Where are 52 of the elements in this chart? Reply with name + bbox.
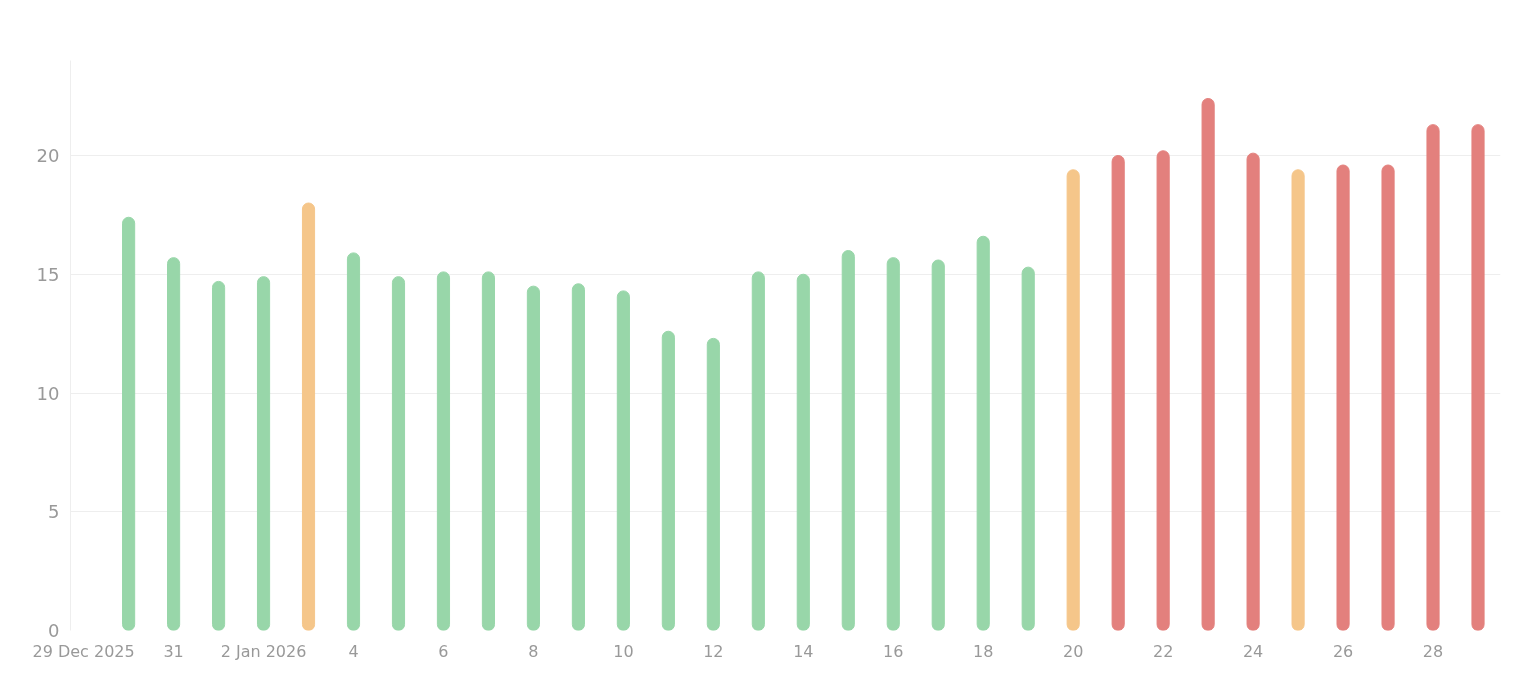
x-tick-label: 28 [1422,641,1444,661]
x-tick-label: 26 [1332,641,1354,661]
y-tick-label: 15 [36,263,60,285]
y-tick-label: 0 [48,620,60,641]
bar [481,271,496,631]
bar [1021,266,1035,631]
bar [841,250,855,631]
bar [1111,155,1125,631]
bar [1201,98,1215,631]
bar [1246,152,1260,631]
x-tick-label: 16 [883,641,904,661]
bar [391,276,406,631]
bar [526,285,540,631]
x-tick-label: 24 [1242,641,1264,661]
bar [436,271,451,631]
x-tick-label: 8 [528,641,539,661]
x-tick-label: 18 [973,641,994,661]
bar [1156,150,1170,631]
bar [1066,169,1080,631]
x-tick-label: 31 [163,641,184,661]
x-tick-label: 10 [613,641,634,661]
bar [796,273,810,631]
x-tick-label: 2 Jan 2026 [220,641,307,661]
bar [1471,124,1485,631]
bar [1426,124,1440,631]
bar [211,280,226,631]
bar [886,257,900,631]
bar [167,257,181,631]
bar [1291,169,1305,631]
bar [256,276,271,631]
x-tick-label: 14 [793,641,814,661]
bar [1381,164,1395,631]
x-tick-label: 4 [348,641,359,661]
x-tick-label: 22 [1152,641,1174,661]
bar [616,290,630,631]
bar [122,216,136,631]
bar [571,283,585,631]
x-tick-label: 12 [703,641,724,661]
bar [661,330,675,631]
x-tick-label: 6 [438,641,449,661]
bar [301,202,316,631]
y-tick-label: 10 [36,382,60,404]
y-tick-label: 5 [48,501,60,523]
bar [751,271,765,631]
bar [706,337,720,631]
x-tick-label: 29 Dec 2025 [32,641,135,661]
bar [931,259,945,631]
y-tick-label: 20 [36,145,60,166]
x-tick-label: 20 [1063,641,1084,661]
bar [1336,164,1350,631]
bar [976,235,990,631]
bar [346,252,361,631]
